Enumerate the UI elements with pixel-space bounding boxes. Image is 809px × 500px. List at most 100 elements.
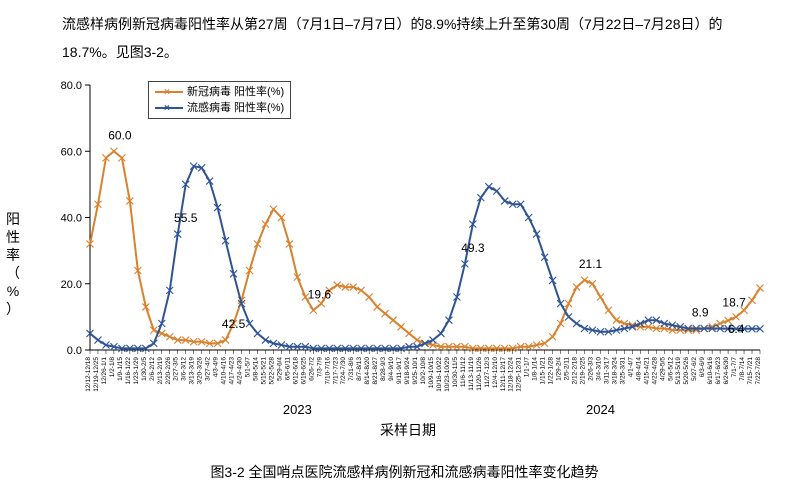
svg-text:1/2-1/8: 1/2-1/8 [109,357,116,378]
svg-text:11/20-11/26: 11/20-11/26 [476,357,483,391]
svg-text:12/4-12/10: 12/4-12/10 [492,357,499,388]
svg-text:5/15-5/21: 5/15-5/21 [260,357,267,385]
svg-text:5/6-5/12: 5/6-5/12 [667,357,674,381]
svg-text:11/6-11/12: 11/6-11/12 [460,357,467,388]
svg-text:8/7-8/13: 8/7-8/13 [356,357,363,381]
svg-text:12/12-12/18: 12/12-12/18 [85,357,92,392]
svg-text:4/8-4/14: 4/8-4/14 [635,357,642,381]
svg-text:12/18-12/24: 12/18-12/24 [508,357,515,392]
legend-swatch: × [155,103,183,113]
svg-text:49.3: 49.3 [461,241,485,255]
svg-text:5/27-6/2: 5/27-6/2 [691,357,698,381]
svg-text:5/20-5/26: 5/20-5/26 [683,357,690,385]
svg-text:2/6-2/12: 2/6-2/12 [149,357,156,381]
svg-text:7/31-8/6: 7/31-8/6 [348,357,355,381]
svg-text:2/27-3/5: 2/27-3/5 [173,357,180,381]
svg-text:3/6-3/12: 3/6-3/12 [181,357,188,381]
svg-text:4/1-4/7: 4/1-4/7 [627,357,634,378]
svg-text:9/25-10/1: 9/25-10/1 [412,357,419,385]
svg-text:9/11-9/17: 9/11-9/17 [396,357,403,384]
svg-text:1/1-1/7: 1/1-1/7 [524,357,531,378]
svg-text:7/22-7/28: 7/22-7/28 [755,357,762,385]
svg-text:2/26-3/3: 2/26-3/3 [588,357,595,381]
svg-text:6/17-6/23: 6/17-6/23 [715,357,722,385]
legend-swatch: × [155,87,183,97]
svg-text:1/22-1/28: 1/22-1/28 [548,357,555,385]
svg-text:55.5: 55.5 [174,211,198,225]
svg-text:5/29-6/4: 5/29-6/4 [276,357,283,381]
svg-text:9/18-9/24: 9/18-9/24 [404,357,411,385]
svg-text:4/24-4/30: 4/24-4/30 [237,357,244,385]
svg-text:12/26-1/1: 12/26-1/1 [101,357,108,385]
svg-text:11/27-12/3: 11/27-12/3 [484,357,491,388]
svg-text:3/27-4/2: 3/27-4/2 [205,357,212,381]
svg-text:8.9: 8.9 [692,305,709,319]
svg-text:7/24-7/30: 7/24-7/30 [340,357,347,385]
svg-text:1/30-2/5: 1/30-2/5 [141,357,148,381]
svg-text:4/17-4/23: 4/17-4/23 [229,357,236,385]
svg-text:6/26-7/2: 6/26-7/2 [308,357,315,381]
svg-text:4/3-4/9: 4/3-4/9 [213,357,220,378]
svg-text:80.0: 80.0 [61,80,82,92]
svg-text:10/23-10/29: 10/23-10/29 [444,357,451,392]
svg-text:1/16-1/22: 1/16-1/22 [125,357,132,385]
svg-text:6.4: 6.4 [728,322,745,336]
svg-text:60.0: 60.0 [108,128,132,142]
svg-text:2023: 2023 [283,402,312,417]
svg-text:10/16-10/22: 10/16-10/22 [436,357,443,392]
svg-text:2/20-2/26: 2/20-2/26 [165,357,172,385]
svg-text:7/10-7/16: 7/10-7/16 [324,357,331,385]
svg-text:5/8-5/14: 5/8-5/14 [253,357,260,381]
svg-text:10/30-11/5: 10/30-11/5 [452,357,459,388]
svg-text:5/1-5/7: 5/1-5/7 [245,357,252,378]
svg-text:10/9-10/15: 10/9-10/15 [428,357,435,388]
svg-text:1/23-1/29: 1/23-1/29 [133,357,140,385]
svg-text:42.5: 42.5 [222,317,246,331]
svg-text:4/29-5/5: 4/29-5/5 [659,357,666,381]
svg-text:2/19-2/25: 2/19-2/25 [580,357,587,385]
svg-text:11/13-11/19: 11/13-11/19 [468,357,475,391]
svg-text:1/9-1/15: 1/9-1/15 [117,357,124,381]
positivity-chart: 0.020.040.060.080.012/12-12/1812/19-12/2… [30,75,790,435]
svg-text:12/11-12/17: 12/11-12/17 [500,357,507,392]
svg-text:7/15-7/21: 7/15-7/21 [747,357,754,385]
svg-text:2/12-2/18: 2/12-2/18 [572,357,579,385]
legend-label: 新冠病毒 阳性率(%) [187,84,284,100]
svg-text:3/4-3/10: 3/4-3/10 [595,357,602,381]
svg-text:8/21-8/27: 8/21-8/27 [372,357,379,385]
svg-text:20.0: 20.0 [61,279,82,291]
svg-text:4/10-4/16: 4/10-4/16 [221,357,228,385]
svg-text:6/12-6/18: 6/12-6/18 [292,357,299,385]
svg-text:40.0: 40.0 [61,213,82,225]
svg-text:6/3-6/9: 6/3-6/9 [699,357,706,378]
svg-text:2/13-2/19: 2/13-2/19 [157,357,164,385]
svg-text:6/24-6/30: 6/24-6/30 [723,357,730,385]
svg-text:6/19-6/25: 6/19-6/25 [300,357,307,385]
figure-caption: 图3-2 全国哨点医院流感样病例新冠和流感病毒阳性率变化趋势 [0,462,809,482]
svg-text:3/20-3/26: 3/20-3/26 [197,357,204,385]
svg-text:3/11-3/17: 3/11-3/17 [603,357,610,384]
svg-text:8/28-9/3: 8/28-9/3 [380,357,387,381]
svg-text:3/25-3/31: 3/25-3/31 [619,357,626,385]
svg-text:5/13-5/19: 5/13-5/19 [675,357,682,385]
chart-legend: × 新冠病毒 阳性率(%) × 流感病毒 阳性率(%) [148,81,291,119]
y-axis-label: 阳性率（%） [4,210,22,318]
svg-text:60.0: 60.0 [61,146,82,158]
svg-text:1/8-1/14: 1/8-1/14 [532,357,539,381]
x-axis-label: 采样日期 [380,420,436,440]
svg-text:10/2-10/8: 10/2-10/8 [420,357,427,385]
svg-text:5/22-5/28: 5/22-5/28 [268,357,275,385]
svg-text:4/15-4/21: 4/15-4/21 [643,357,650,385]
legend-item: × 流感病毒 阳性率(%) [155,100,284,116]
svg-text:12/25-12/31: 12/25-12/31 [516,357,523,392]
svg-text:7/1-7/7: 7/1-7/7 [731,357,738,378]
svg-text:21.1: 21.1 [579,257,603,271]
body-paragraph: 流感样病例新冠病毒阳性率从第27周（7月1日–7月7日）的8.9%持续上升至第3… [62,10,762,66]
svg-text:1/29-2/4: 1/29-2/4 [556,357,563,381]
svg-text:7/8-7/14: 7/8-7/14 [739,357,746,381]
svg-text:3/13-3/19: 3/13-3/19 [189,357,196,385]
svg-text:9/4-9/10: 9/4-9/10 [388,357,395,381]
svg-text:7/17-7/23: 7/17-7/23 [332,357,339,385]
svg-text:3/18-3/24: 3/18-3/24 [611,357,618,385]
legend-label: 流感病毒 阳性率(%) [187,100,284,116]
